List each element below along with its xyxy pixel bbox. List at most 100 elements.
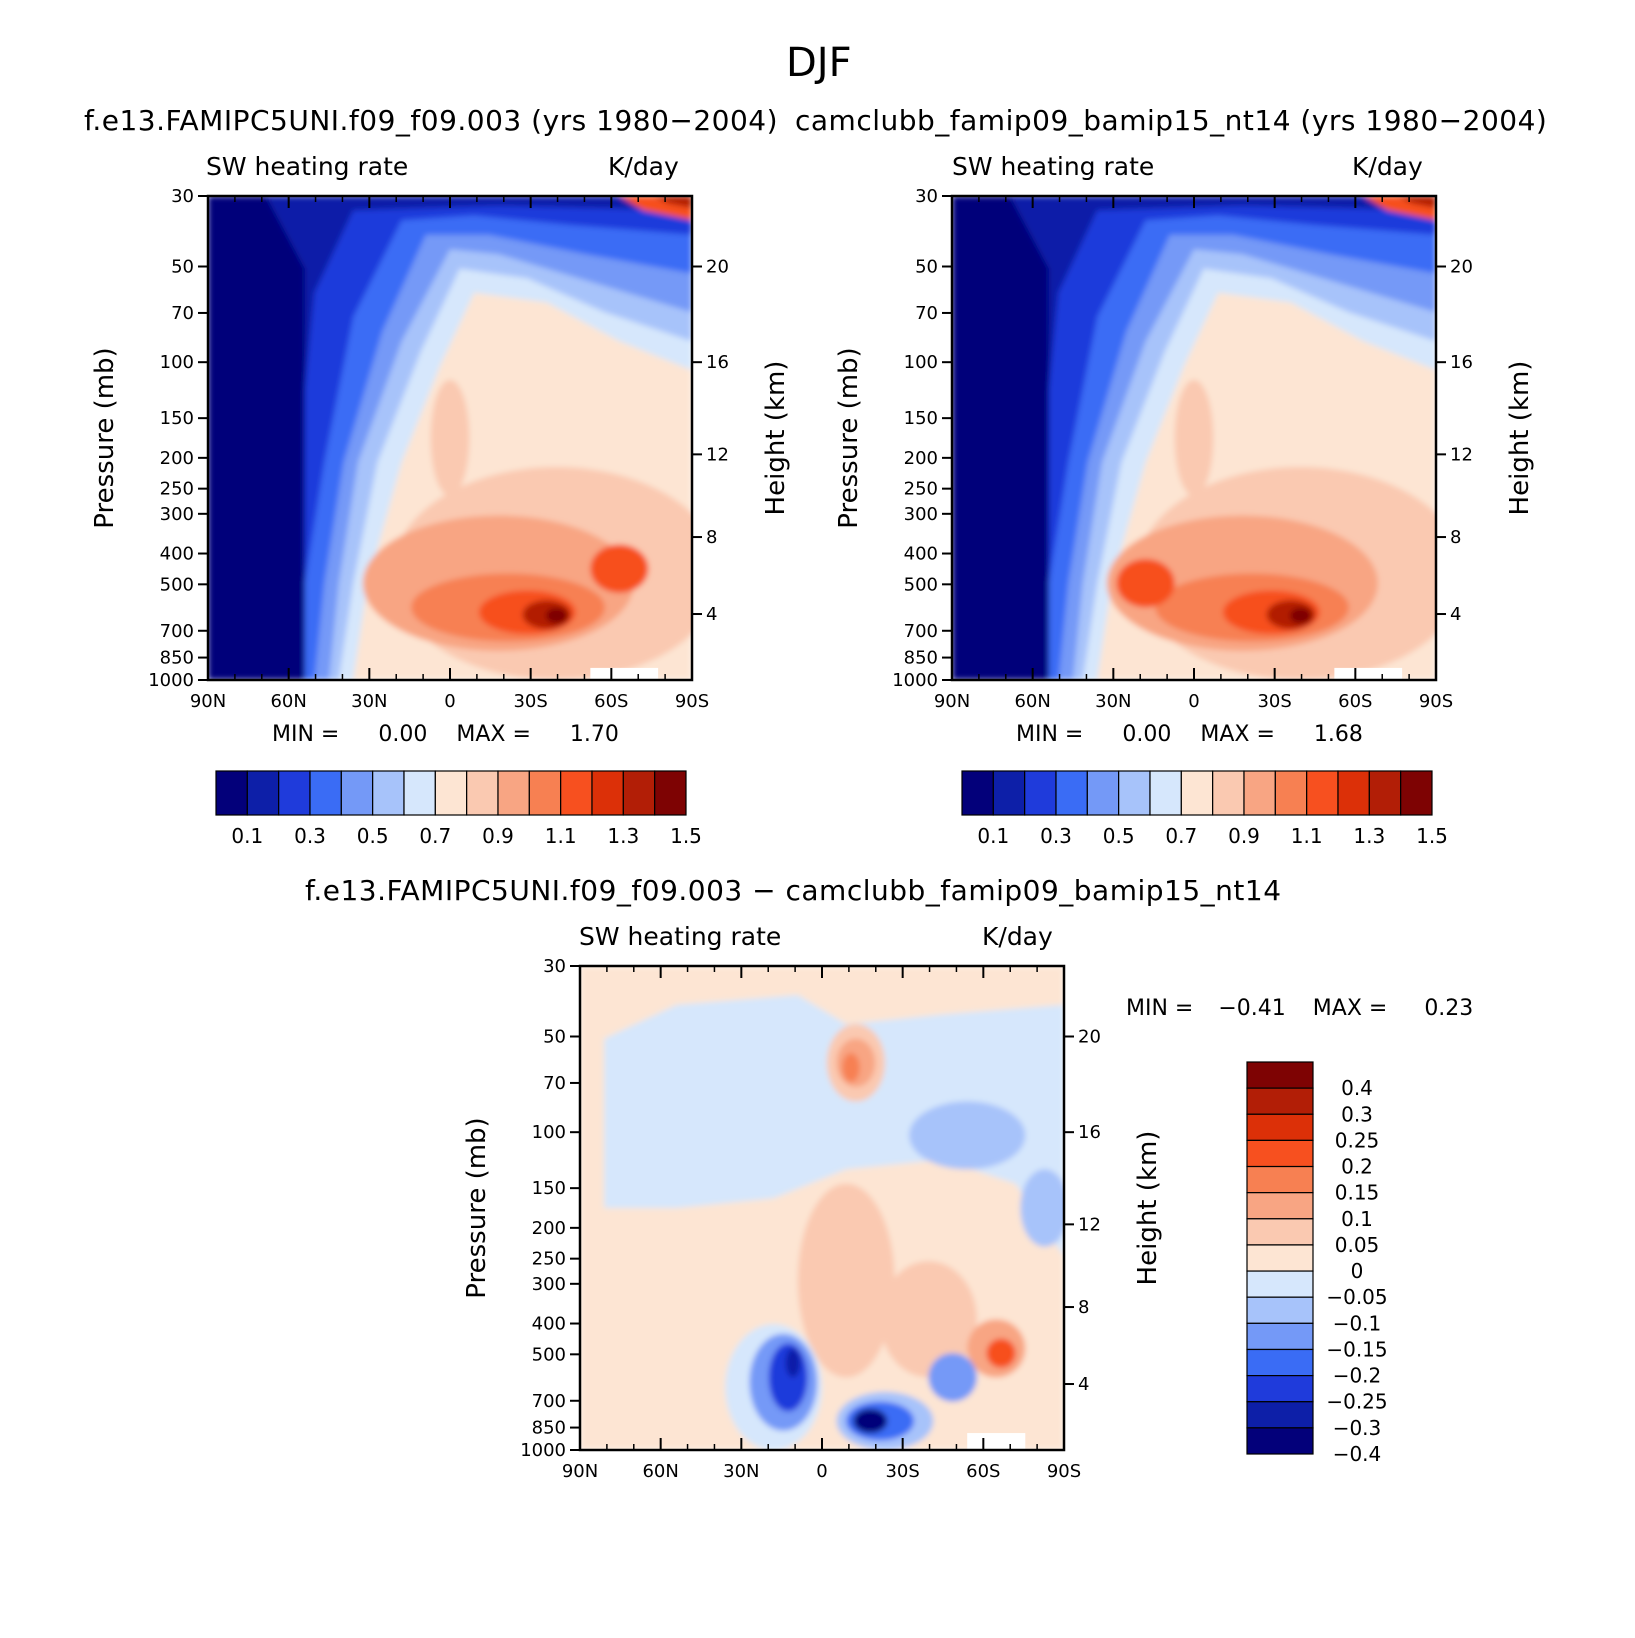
colorbar-box [1368,770,1402,816]
y-tick-label: 200 [904,448,938,469]
x-tick-label: 30S [513,691,547,712]
contour-fill [430,379,470,497]
colorbar-box [1180,770,1214,816]
min-label: MIN = [272,722,340,747]
y-right-tick-label: 4 [1078,1374,1089,1395]
y-tick-label: 700 [160,621,194,642]
stats-left: MIN = 0.00 MAX = 1.70 [272,722,619,747]
variable-label-left: SW heating rate [206,152,409,181]
colorbar-label: 0.9 [482,824,514,848]
contour-fill [653,196,692,209]
max-label: MAX = [1200,722,1275,747]
colorbar-box [1246,1061,1314,1089]
colorbar-label: 0.9 [1228,824,1260,848]
contour-fill [545,607,568,624]
colorbar-box [1246,1139,1314,1168]
contour-fill [590,544,649,593]
x-tick-label: 60N [270,691,306,712]
y-tick-label: 500 [532,1344,566,1365]
contour-fill [1174,379,1214,497]
y-right-axis-title: Height (km) [1505,361,1535,516]
y-tick-label: 500 [904,574,938,595]
colorbar-box [1246,1401,1314,1429]
colorbar-label: −0.4 [1333,1442,1382,1466]
y-right-tick-label: 16 [1450,352,1473,373]
y-tick-label: 70 [915,303,938,324]
colorbar-box [1246,1113,1314,1142]
colorbar-label: 1.1 [545,824,577,848]
y-tick-label: 70 [171,303,194,324]
colorbar-box [1337,770,1370,816]
colorbar-label: 1.5 [670,824,702,848]
contour-field [208,196,692,680]
units-label-right: K/day [1352,152,1423,181]
variable-label-diff: SW heating rate [579,922,782,951]
colorbar-label: 0.3 [294,824,326,848]
y-tick-label: 100 [532,1122,566,1143]
contour-layers [952,196,1436,680]
colorbar-label: −0.25 [1326,1390,1387,1414]
x-tick-label: 90N [190,691,226,712]
y-right-tick-label: 8 [1078,1297,1089,1318]
y-right-tick-label: 20 [1450,257,1473,278]
colorbar-box [497,770,530,816]
colorbar-label: 0.1 [231,824,263,848]
colorbar-label: −0.05 [1326,1285,1387,1309]
y-right-axis-title: Height (km) [1133,1131,1163,1286]
colorbar-label: 1.1 [1291,824,1323,848]
colorbar-box [403,770,436,816]
x-tick-label: 30N [351,691,387,712]
y-tick-label: 200 [532,1218,566,1239]
contour-fill [604,995,1064,1257]
colorbar-label: 1.3 [607,824,639,848]
contour-fill [785,1348,801,1378]
x-tick-label: 60S [1338,691,1372,712]
y-right-tick-label: 16 [706,352,729,373]
min-label: MIN = [1126,996,1194,1021]
y-right-tick-label: 8 [1450,527,1461,548]
colorbar-box [1246,1087,1314,1115]
x-tick-label: 0 [816,1461,827,1482]
x-tick-label: 60N [1014,691,1050,712]
max-label: MAX = [1312,996,1388,1021]
colorbar-box [246,770,280,816]
x-tick-label: 60S [594,691,628,712]
colorbar-box [1243,770,1276,816]
x-tick-label: 30N [723,1461,759,1482]
min-value: −0.41 [1218,996,1286,1021]
y-tick-label: 400 [532,1314,566,1335]
colorbar-box [372,770,405,816]
contour-fill [208,196,692,680]
y-right-tick-label: 20 [706,257,729,278]
y-tick-label: 100 [160,352,194,373]
min-label: MIN = [1016,722,1084,747]
colorbar-label: 0.4 [1341,1076,1373,1100]
colorbar-box [1212,770,1245,816]
colorbar-box [1274,770,1308,816]
x-tick-label: 0 [444,691,455,712]
colorbar-box [278,770,311,816]
colorbar-box [654,770,687,816]
y-tick-label: 150 [160,408,194,429]
x-tick-label: 90S [675,691,709,712]
contour-fill [1116,559,1175,608]
colorbar-label: 0.7 [1165,824,1197,848]
contour-fill [1289,607,1312,624]
colorbar-label: 0.25 [1335,1128,1380,1152]
y-right-tick-label: 16 [1078,1122,1101,1143]
y-tick-label: 30 [543,956,566,977]
colorbar-box [1246,1270,1314,1298]
y-tick-label: 1000 [892,670,938,691]
variable-label-right: SW heating rate [952,152,1155,181]
colorbar-box [434,770,468,816]
colorbar-box [560,770,593,816]
y-tick-label: 30 [171,186,194,207]
missing-data [967,1433,1026,1450]
x-tick-label: 30S [1257,691,1291,712]
colorbar-label: 0.7 [419,824,451,848]
colorbar-box [992,770,1026,816]
colorbar-box [1246,1244,1314,1272]
colorbar: 0.1 0.3 0.5 0.7 0.9 1.1 1.3 1.5 [961,770,1448,848]
x-tick-label: 30N [1095,691,1131,712]
